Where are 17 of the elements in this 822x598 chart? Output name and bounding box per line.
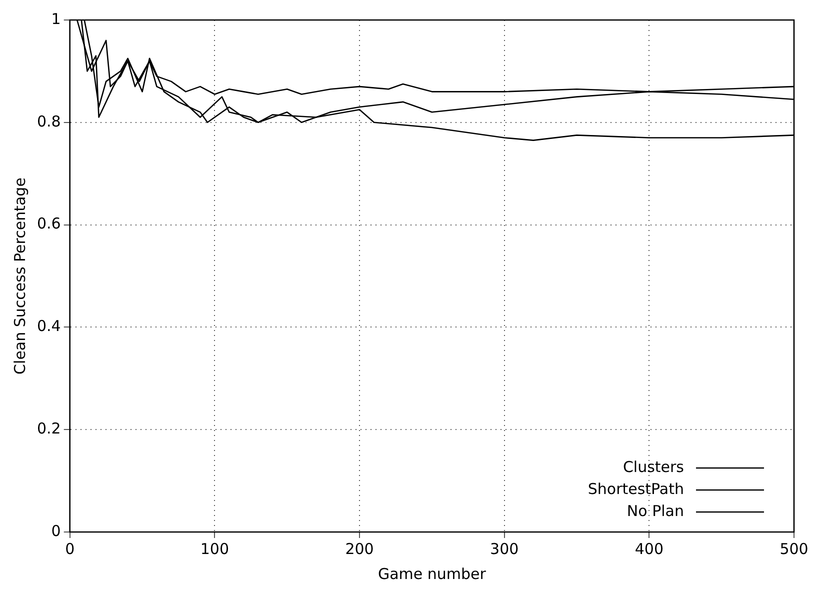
y-tick-label: 0.4: [36, 317, 61, 336]
y-tick-label: 0.6: [36, 214, 61, 233]
y-tick-label: 0: [51, 522, 61, 540]
x-tick-label: 200: [345, 540, 374, 558]
legend-label: Clusters: [622, 458, 684, 476]
y-tick-label: 0.8: [36, 112, 61, 130]
legend-label: ShortestPath: [588, 480, 684, 498]
x-tick-label: 100: [200, 540, 230, 558]
legend-label: No Plan: [626, 502, 684, 520]
y-tick-label: 0.2: [36, 419, 61, 438]
x-tick-label: 400: [634, 540, 664, 558]
x-tick-label: 500: [780, 540, 808, 558]
y-tick-label: 1: [51, 10, 61, 28]
x-axis-title: Game number: [378, 564, 487, 583]
x-tick-label: 0: [65, 540, 75, 558]
x-tick-label: 300: [490, 540, 519, 558]
y-axis-title: Clean Success Percentage: [10, 178, 29, 374]
